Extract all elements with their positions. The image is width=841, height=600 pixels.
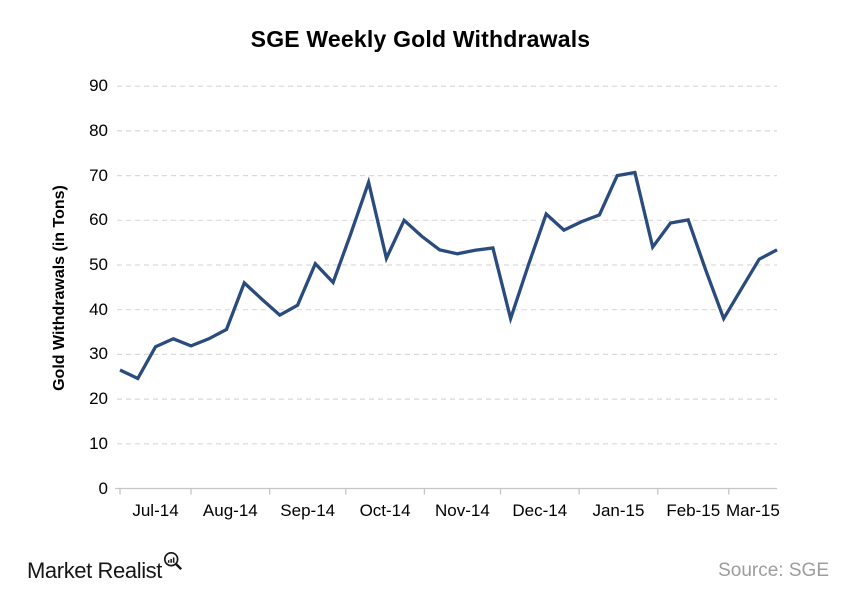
x-tick-label: Sep-14 [280,501,336,520]
y-tick-label: 80 [89,120,108,140]
x-tick-label: Dec-14 [512,501,568,520]
x-tick-label: Jul-14 [132,501,179,520]
x-tick-label: Oct-14 [359,501,411,520]
y-tick-label: 70 [89,165,108,185]
market-realist-logo-text: Market Realist [27,558,162,583]
x-tick-label: Feb-15 [666,501,721,520]
x-tick-label: Jan-15 [592,501,645,520]
magnifier-icon [163,551,184,578]
y-tick-label: 0 [98,478,108,498]
y-tick-label: 20 [89,389,108,409]
y-tick-label: 40 [89,299,108,319]
x-tick-label: Nov-14 [435,501,490,520]
y-tick-label: 50 [89,255,108,274]
x-tick-label: Aug-14 [202,501,258,520]
market-realist-logo: Market Realist [27,551,184,585]
chart-title: SGE Weekly Gold Withdrawals [250,26,591,52]
source-credit: Source: SGE [718,560,829,581]
y-tick-label: 90 [89,76,108,96]
y-tick-label: 30 [89,344,108,364]
x-tick-label: Mar-15 [725,501,780,520]
data-line [119,170,778,381]
y-tick-label: 10 [89,433,108,453]
y-tick-label: 60 [89,210,108,230]
